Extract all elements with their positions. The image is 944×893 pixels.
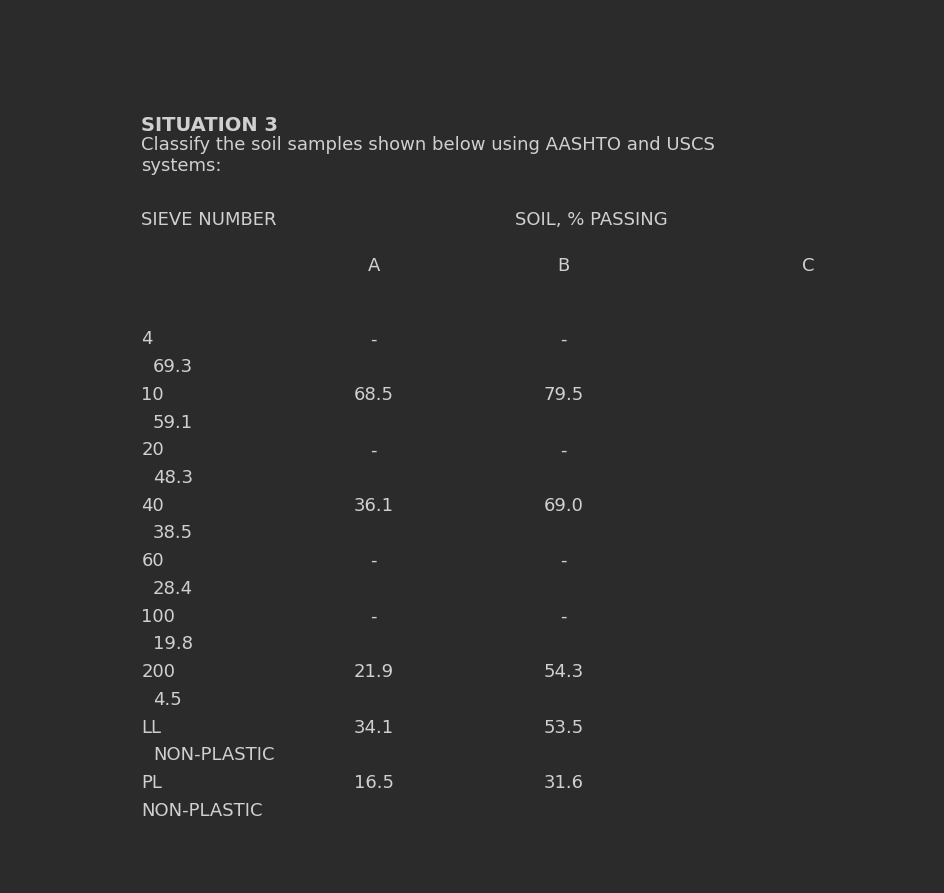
Text: -: - — [560, 330, 566, 348]
Text: 10: 10 — [142, 386, 164, 404]
Text: Classify the soil samples shown below using AASHTO and USCS
systems:: Classify the soil samples shown below us… — [142, 137, 715, 175]
Text: 79.5: 79.5 — [543, 386, 583, 404]
Text: B: B — [557, 257, 569, 275]
Text: 200: 200 — [142, 663, 176, 681]
Text: 69.3: 69.3 — [153, 358, 193, 376]
Text: 48.3: 48.3 — [153, 469, 193, 487]
Text: 60: 60 — [142, 552, 164, 571]
Text: -: - — [370, 552, 377, 571]
Text: SITUATION 3: SITUATION 3 — [142, 116, 278, 136]
Text: 4: 4 — [142, 330, 153, 348]
Text: 59.1: 59.1 — [153, 413, 193, 431]
Text: 4.5: 4.5 — [153, 691, 181, 709]
Text: -: - — [370, 607, 377, 626]
Text: NON-PLASTIC: NON-PLASTIC — [153, 747, 274, 764]
Text: 16.5: 16.5 — [353, 774, 394, 792]
Text: -: - — [560, 552, 566, 571]
Text: 53.5: 53.5 — [543, 719, 583, 737]
Text: LL: LL — [142, 719, 161, 737]
Text: 38.5: 38.5 — [153, 524, 193, 543]
Text: 40: 40 — [142, 497, 164, 514]
Text: C: C — [801, 257, 814, 275]
Text: -: - — [560, 607, 566, 626]
Text: 34.1: 34.1 — [353, 719, 394, 737]
Text: -: - — [560, 441, 566, 459]
Text: 21.9: 21.9 — [353, 663, 394, 681]
Text: 36.1: 36.1 — [353, 497, 394, 514]
Text: 69.0: 69.0 — [543, 497, 583, 514]
Text: SIEVE NUMBER: SIEVE NUMBER — [142, 211, 277, 230]
Text: -: - — [370, 441, 377, 459]
Text: -: - — [370, 330, 377, 348]
Text: 31.6: 31.6 — [543, 774, 583, 792]
Text: 54.3: 54.3 — [543, 663, 583, 681]
Text: 28.4: 28.4 — [153, 580, 193, 598]
Text: 68.5: 68.5 — [353, 386, 394, 404]
Text: A: A — [367, 257, 379, 275]
Text: SOIL, % PASSING: SOIL, % PASSING — [514, 211, 666, 230]
Text: 20: 20 — [142, 441, 164, 459]
Text: PL: PL — [142, 774, 162, 792]
Text: 19.8: 19.8 — [153, 636, 193, 654]
Text: NON-PLASTIC: NON-PLASTIC — [142, 802, 262, 820]
Text: 100: 100 — [142, 607, 175, 626]
